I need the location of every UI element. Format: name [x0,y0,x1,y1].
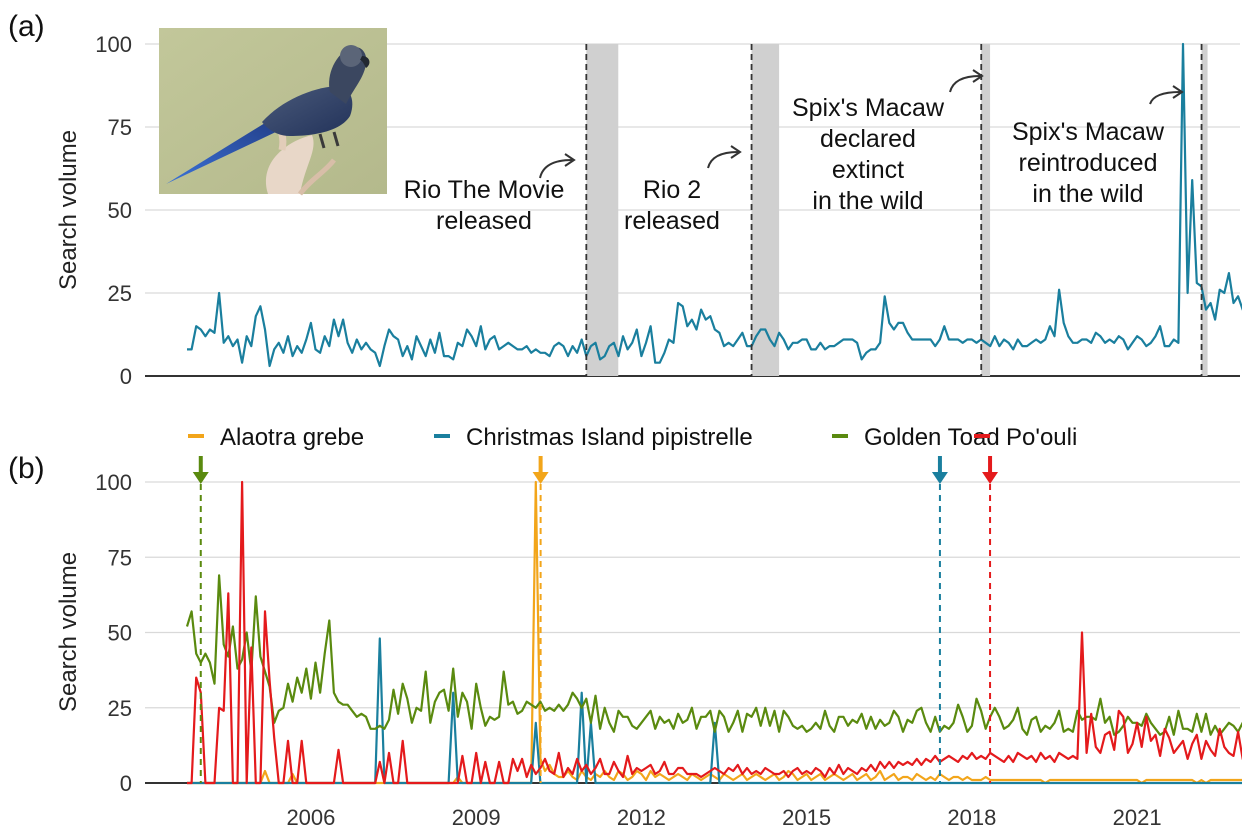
panel-b-y-tick-label: 100 [95,470,132,495]
panel-a-lines [187,42,1242,368]
panel-b-y-axis-label: Search volume [55,552,82,712]
legend-label: Alaotra grebe [220,424,364,451]
event-band [981,44,991,376]
panel-b-x-ticks: 2006 2009 2012 2015 2018 2021 [286,805,1161,830]
annotation-arrow-head [730,145,742,159]
panel-a-series-line-0 [187,42,1242,368]
panel-b-series-line-0 [187,480,1242,785]
event-annotation: Spix's Macaw reintroduced in the wild [1012,118,1165,208]
panel-b-x-tick-label: 2021 [1113,805,1162,830]
legend-label: Christmas Island pipistrelle [466,424,753,451]
panel-b-y-tick-label: 25 [108,696,132,721]
extinction-arrow-head [982,472,999,484]
event-annotation: Spix's Macaw declared extinct in the wild [792,94,945,215]
panel-b-y-tick-label: 75 [108,545,132,570]
panel-b-series-line-3 [187,480,1242,785]
panel-b-legend: Alaotra grebe Christmas Island pipistrell… [188,424,1077,451]
panel-b-x-tick-label: 2009 [452,805,501,830]
extinction-arrow-head [192,472,209,484]
panel-a-y-ticks: 0 25 50 75 100 [95,32,132,389]
extinction-arrow-head [532,472,549,484]
panel-b-x-tick-label: 2018 [947,805,996,830]
annotation-arrow [1149,91,1181,105]
panel-b-series-line-2 [185,574,1242,736]
panel-b-x-tick-label: 2012 [617,805,666,830]
panel-b-event-markers [192,456,999,783]
annotation-arrow [949,75,981,93]
event-annotation: Rio 2 released [624,176,720,235]
panel-b-x-tick-label: 2006 [286,805,335,830]
panel-b-grid [145,481,1240,784]
annotation-arrow [707,151,739,169]
panel-b-y-ticks: 0 25 50 75 100 [95,470,132,796]
extinction-arrow-head [931,472,948,484]
event-band [586,44,619,376]
panel-a-y-tick-label: 75 [108,115,132,140]
panel-a-y-tick-label: 50 [108,198,132,223]
panel-a-y-tick-label: 25 [108,281,132,306]
annotation-arrow-head [1172,85,1184,99]
panel-b-lines [185,480,1242,785]
panel-label-a: (a) [8,10,45,43]
event-annotation: Rio The Movie released [404,176,565,235]
legend-label: Po'ouli [1006,424,1077,451]
panel-b-x-tick-label: 2015 [782,805,831,830]
event-band [1201,44,1208,376]
annotation-arrow-head [564,153,576,167]
panel-a-event-annotations: Rio The Movie released Rio 2 released Spix's… [404,44,1203,376]
panel-a-y-tick-label: 100 [95,32,132,57]
annotation-arrow [539,159,573,179]
event-band [751,44,780,376]
panel-a-event-bands [586,44,1208,376]
panel-label-b: (b) [8,452,45,485]
panel-b-y-tick-label: 0 [120,771,132,796]
panel-a-y-axis-label: Search volume [55,130,82,290]
spix-macaw-photo [159,28,387,196]
annotation-arrow-head [972,69,984,83]
panel-b-y-tick-label: 50 [108,621,132,646]
panel-a-y-tick-label: 0 [120,364,132,389]
